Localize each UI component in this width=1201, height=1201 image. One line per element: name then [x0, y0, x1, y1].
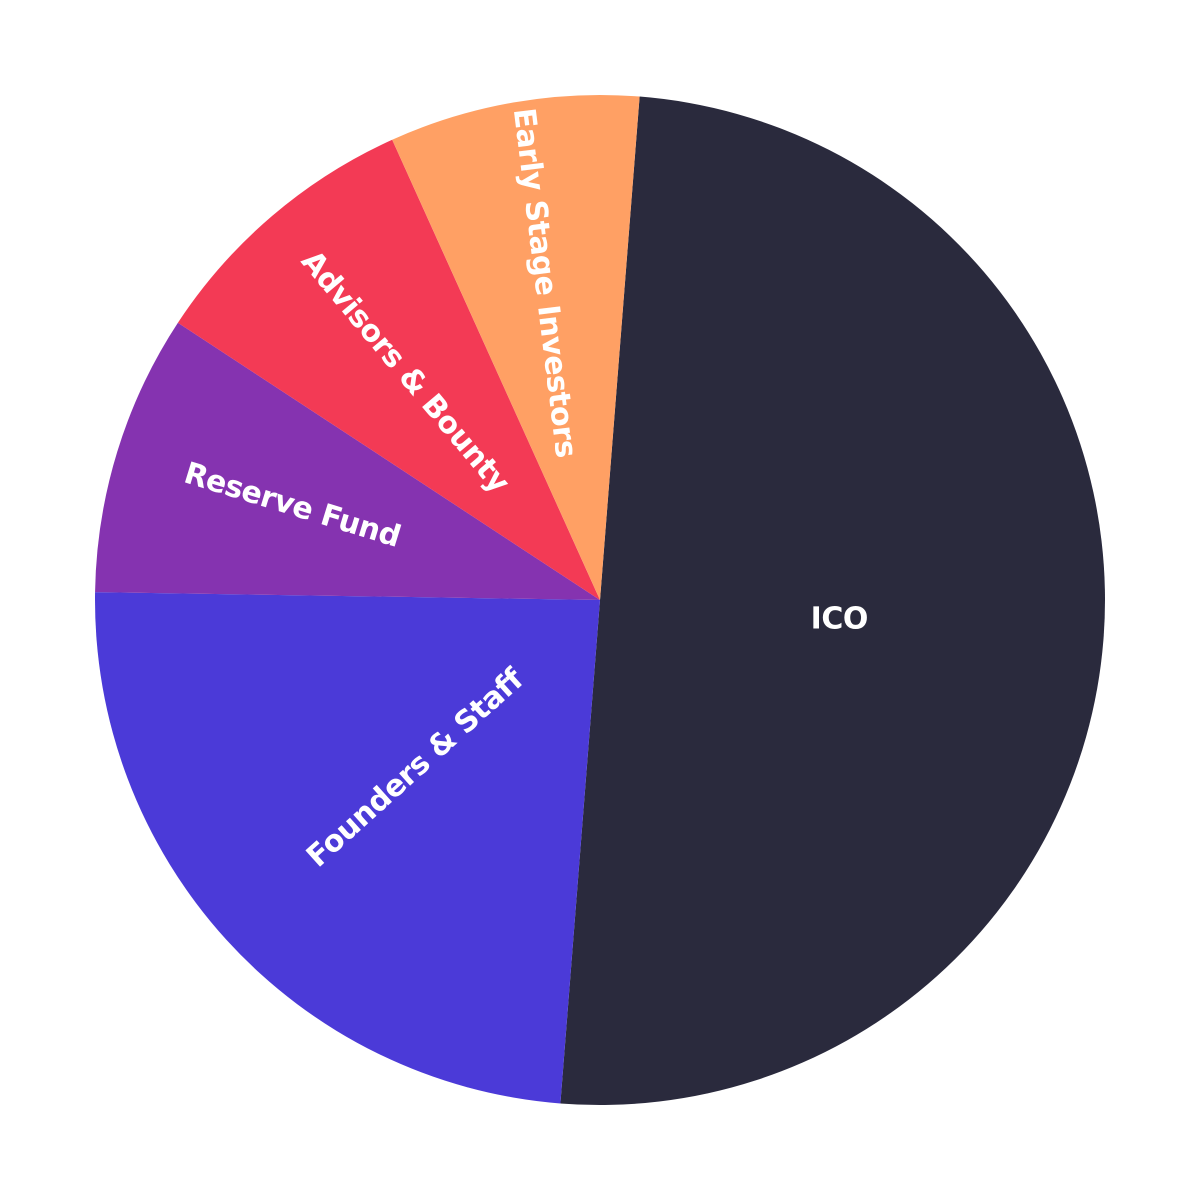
slice-label: ICO: [811, 601, 868, 636]
pie-slice-founders-staff: [94, 592, 600, 1104]
pie-slices: [94, 95, 1105, 1105]
pie-slice-reserve-fund: [95, 322, 600, 600]
pie-slice-ico: [560, 96, 1105, 1105]
pie-slice-early-stage-investors: [392, 95, 640, 600]
pie-slice-advisors-bounty: [177, 139, 600, 601]
